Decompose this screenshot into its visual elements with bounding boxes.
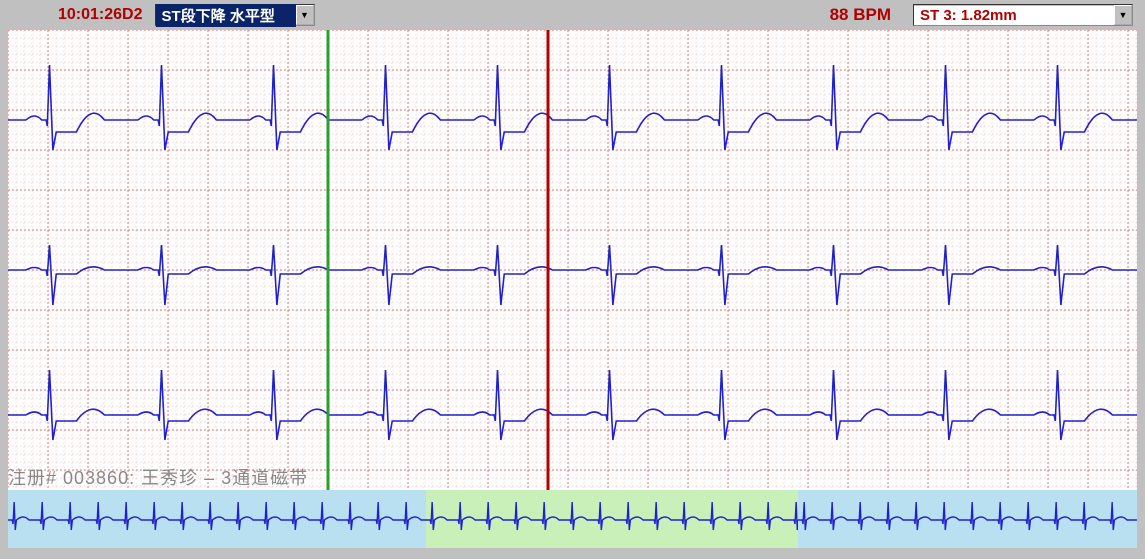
bpm-readout: 88 BPM xyxy=(830,5,891,25)
st-type-dropdown[interactable]: ST段下降 水平型 ▼ xyxy=(155,4,315,26)
st-value-dropdown-label: ST 3: 1.82mm xyxy=(914,6,1114,25)
st-value-dropdown[interactable]: ST 3: 1.82mm ▼ xyxy=(913,4,1133,26)
toolbar: 10:01:26D2 ST段下降 水平型 ▼ 88 BPM ST 3: 1.82… xyxy=(0,0,1145,30)
dropdown-arrow-icon[interactable]: ▼ xyxy=(1114,5,1132,25)
ecg-display[interactable] xyxy=(8,30,1137,490)
rhythm-segment[interactable] xyxy=(8,490,426,548)
st-type-dropdown-label: ST段下降 水平型 xyxy=(156,4,296,27)
rhythm-strip[interactable] xyxy=(8,490,1137,548)
ecg-canvas xyxy=(8,30,1137,490)
patient-info-label: 注册# 003860: 王秀珍 – 3通道磁带 xyxy=(8,464,308,490)
timestamp: 10:01:26D2 xyxy=(58,6,143,24)
dropdown-arrow-icon[interactable]: ▼ xyxy=(296,5,314,25)
rhythm-segment[interactable] xyxy=(798,490,1137,548)
rhythm-segment[interactable] xyxy=(426,490,799,548)
